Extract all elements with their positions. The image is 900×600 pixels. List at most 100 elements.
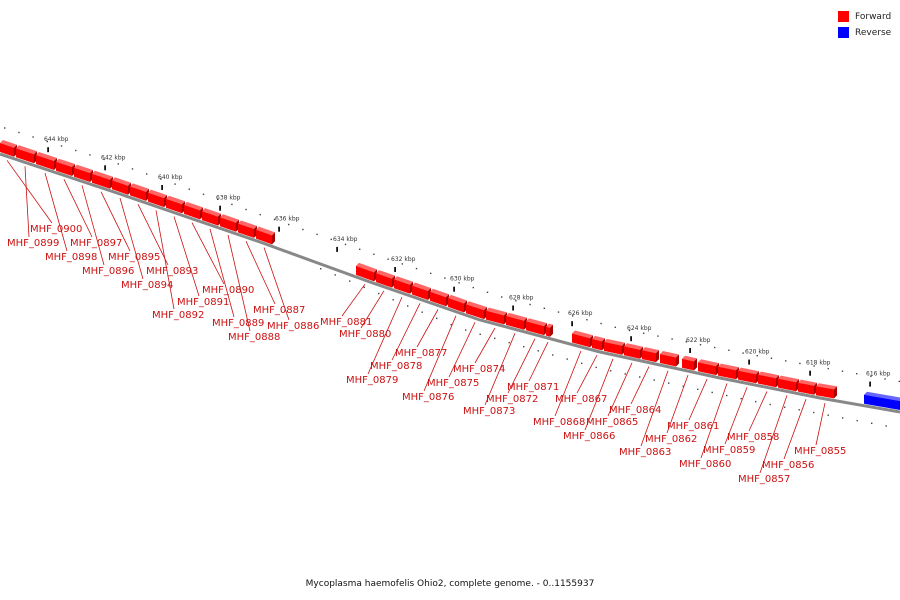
gene-top-face (486, 307, 507, 316)
legend-forward-label: Forward (855, 11, 892, 22)
gene-feature[interactable] (660, 354, 676, 367)
scale-dot (668, 382, 670, 384)
scale-dot (103, 158, 105, 161)
scale-dot (330, 238, 332, 241)
forward-swatch-icon (838, 11, 849, 22)
gene-feature[interactable] (486, 310, 504, 325)
gene-feature[interactable] (642, 350, 656, 363)
gene-top-face (92, 170, 113, 180)
gene-feature[interactable] (356, 265, 374, 282)
gene-feature[interactable] (16, 148, 34, 164)
gene-feature[interactable] (184, 204, 200, 220)
gene-feature[interactable] (758, 374, 776, 388)
gene-feature[interactable] (202, 211, 218, 226)
gene-top-face (738, 367, 759, 375)
scale-dot (643, 332, 645, 334)
gene-top-face (412, 282, 431, 291)
gene-feature[interactable] (394, 279, 410, 294)
gene-feature[interactable] (682, 358, 694, 371)
gene-feature[interactable] (718, 366, 736, 380)
gene-side-face (656, 350, 659, 363)
gene-feature[interactable] (130, 186, 146, 201)
gene-feature[interactable] (166, 198, 182, 214)
gene-top-face (184, 201, 203, 211)
gene-feature[interactable] (526, 321, 544, 336)
gene-top-face (36, 152, 57, 161)
gene-label: MHF_0889 (212, 318, 264, 329)
legend-reverse: Reverse (838, 25, 898, 40)
gene-feature[interactable] (0, 143, 14, 157)
gene-label: MHF_0896 (82, 266, 134, 277)
gene-feature[interactable] (430, 291, 446, 307)
gene-top-face (74, 164, 93, 173)
scale-dot (245, 208, 247, 211)
scale-dot (89, 154, 91, 156)
scale-dot (842, 417, 844, 419)
scale-dot (32, 136, 34, 138)
scale-dot (458, 282, 460, 284)
scale-tick-label: 644 kbp (44, 136, 69, 143)
gene-label-leader (688, 379, 708, 421)
scale-dot (421, 311, 423, 313)
gene-feature[interactable] (220, 217, 236, 232)
scale-dot (515, 300, 517, 302)
gene-feature[interactable] (738, 370, 756, 384)
gene-feature[interactable] (864, 394, 900, 410)
gene-feature[interactable] (74, 167, 90, 182)
gene-feature[interactable] (412, 285, 428, 301)
scale-dot (653, 379, 655, 381)
gene-top-face (430, 288, 449, 298)
gene-label: MHF_0868 (533, 417, 585, 428)
scale-dot (711, 391, 713, 394)
gene-feature[interactable] (816, 386, 834, 399)
gene-feature[interactable] (448, 297, 464, 313)
gene-feature[interactable] (604, 341, 622, 355)
gene-label: MHF_0880 (339, 329, 391, 340)
gene-label: MHF_0892 (152, 310, 204, 321)
scale-dot (373, 253, 375, 255)
gene-top-face (526, 318, 547, 327)
genome-caption: Mycoplasma haemofelis Ohio2, complete ge… (305, 579, 595, 589)
gene-label: MHF_0859 (703, 445, 755, 456)
gene-top-face (624, 343, 643, 350)
gene-feature[interactable] (376, 273, 392, 288)
gene-top-face (506, 312, 527, 321)
gene-top-face (56, 158, 75, 167)
gene-top-face (148, 189, 167, 199)
gene-feature[interactable] (238, 223, 254, 238)
scale-dot (742, 352, 744, 354)
gene-feature[interactable] (506, 315, 524, 330)
gene-feature[interactable] (592, 338, 602, 351)
scale-dot (769, 403, 771, 406)
gene-label-leader (423, 315, 457, 392)
scale-tick-label: 630 kbp (450, 276, 475, 283)
scale-dot (543, 307, 545, 309)
gene-feature[interactable] (256, 229, 272, 245)
gene-label: MHF_0893 (146, 266, 198, 277)
backbone-line (0, 152, 900, 414)
scale-dot (614, 326, 616, 328)
scale-dot (320, 268, 322, 270)
gene-feature[interactable] (56, 161, 72, 176)
scale-tick-mark (630, 336, 632, 342)
gene-feature[interactable] (778, 378, 796, 392)
gene-feature[interactable] (148, 192, 164, 208)
gene-feature[interactable] (624, 346, 640, 359)
gene-label: MHF_0866 (563, 431, 615, 442)
scale-tick-mark (336, 246, 338, 252)
gene-feature[interactable] (798, 382, 814, 395)
scale-dot (523, 346, 525, 348)
gene-label: MHF_0864 (609, 405, 661, 416)
gene-label: MHF_0897 (70, 238, 122, 249)
scale-dot (871, 422, 873, 424)
gene-feature[interactable] (466, 304, 484, 320)
gene-feature[interactable] (546, 326, 550, 337)
gene-feature[interactable] (112, 180, 128, 195)
gene-label-leader (191, 222, 225, 285)
gene-feature[interactable] (36, 155, 54, 170)
gene-feature[interactable] (698, 362, 716, 376)
scale-dot (117, 163, 119, 165)
gene-feature[interactable] (572, 333, 590, 348)
scale-dot (841, 370, 844, 372)
gene-feature[interactable] (92, 173, 110, 189)
